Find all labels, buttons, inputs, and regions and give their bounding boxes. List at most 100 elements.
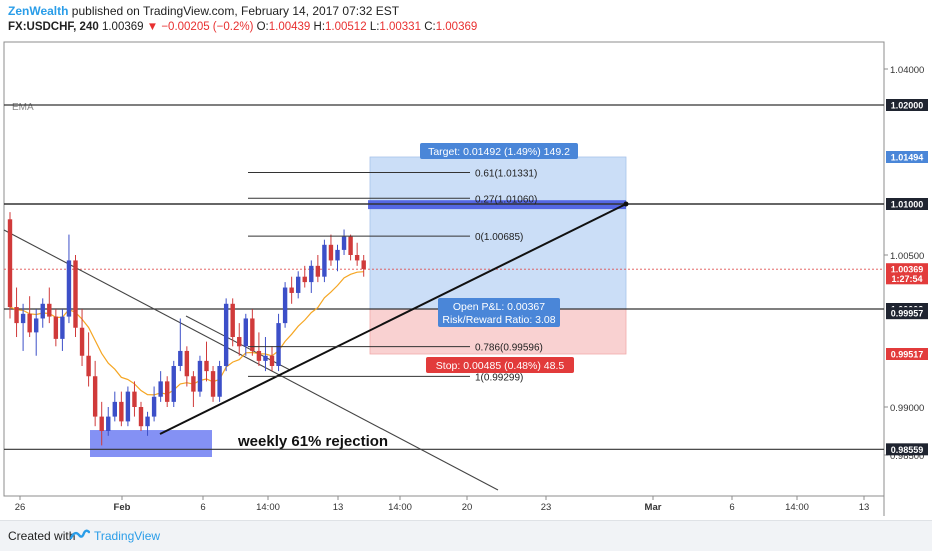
candle-body <box>112 401 117 417</box>
candle-body <box>165 381 170 402</box>
price-tag <box>886 151 928 163</box>
author-link[interactable]: ZenWealth <box>8 4 69 18</box>
fib-label: 1(0.99299) <box>475 372 523 383</box>
y-tick-label: 1.04000 <box>890 65 924 76</box>
symbol-label: FX:USDCHF, 240 <box>8 21 99 33</box>
x-tick-label: 14:00 <box>388 502 412 513</box>
close-value: 1.00369 <box>435 21 478 33</box>
x-tick-label: 14:00 <box>256 502 280 513</box>
rejection-annotation: weekly 61% rejection <box>237 433 388 450</box>
stop-label-box <box>426 357 574 373</box>
open-value: 1.00439 <box>268 21 311 33</box>
x-tick-label: Feb <box>114 502 131 513</box>
x-tick-label: 13 <box>859 502 870 513</box>
pnl-label-text: Open P&L: 0.00367 <box>453 301 545 313</box>
x-tick-label: 23 <box>541 502 552 513</box>
candle-body <box>184 350 190 377</box>
price-tag-label: 0.99517 <box>891 350 924 360</box>
price-tag-label: 0.99957 <box>891 309 924 319</box>
price-tag <box>886 348 928 360</box>
high-value: 1.00512 <box>325 21 367 33</box>
price-chart[interactable]: EMA 1.04000 1.00500 0.99000 0.98500 26 Feb 6 1… <box>0 40 932 520</box>
candle-body <box>34 318 39 333</box>
candle-body <box>315 265 321 277</box>
candle-body <box>40 303 45 319</box>
candle-body <box>223 303 229 366</box>
down-arrow-icon: ▼ <box>146 21 159 33</box>
x-tick-label: 6 <box>729 502 734 513</box>
price-tag-label: 1.01494 <box>891 153 924 163</box>
candle-body <box>106 416 111 431</box>
price-tag-label: 1:27:54 <box>891 274 922 284</box>
candle-body <box>217 365 222 397</box>
candles <box>7 212 366 446</box>
tradingview-link[interactable]: TradingView <box>94 529 161 543</box>
candle-body <box>354 255 360 261</box>
candle-body <box>197 360 203 392</box>
stop-label-text: Stop: 0.00485 (0.48%) 48.5 <box>436 360 565 372</box>
ema-label: EMA <box>12 102 34 113</box>
ascending-trendline <box>159 203 627 435</box>
x-tick-label: 26 <box>15 502 26 513</box>
low-value: 1.00331 <box>379 21 421 33</box>
price-tag <box>886 99 928 111</box>
candle-body <box>341 236 347 250</box>
price-tag-label: 1.00369 <box>891 265 924 275</box>
last-price: 1.00369 <box>101 21 144 33</box>
created-with-text: Created with <box>8 529 76 543</box>
candle-body <box>151 396 157 417</box>
y-tick-label: 0.98500 <box>890 451 924 462</box>
change-value: −0.00205 (−0.2%) <box>161 21 254 33</box>
candle-body <box>269 355 275 366</box>
candle-body <box>125 391 131 422</box>
target-label-box <box>420 143 578 159</box>
candle-body <box>99 416 104 431</box>
target-label-text: Target: 0.01492 (1.49%) 149.2 <box>428 146 570 158</box>
candle-body <box>145 416 150 427</box>
candle-body <box>73 260 78 328</box>
position-labels: Target: 0.01492 (1.49%) 149.2 Open P&L: 0… <box>420 143 578 373</box>
trendline-anchor <box>623 201 629 207</box>
candle-body <box>328 244 334 261</box>
fib-label: 0.786(0.99596) <box>475 343 543 354</box>
ohlc-line: FX:USDCHF, 240 1.00369 ▼ −0.00205 (−0.2%… <box>8 21 477 33</box>
x-tick-label: 14:00 <box>785 502 809 513</box>
candle-body <box>210 371 216 397</box>
x-tick-label: 20 <box>462 502 473 513</box>
candle-body <box>276 323 281 366</box>
fib-levels[interactable]: 0.61(1.01331) 0.27(1.01060) 0(1.00685) 0.78… <box>248 169 543 384</box>
x-axis[interactable]: 26 Feb 6 14:00 13 14:00 20 23 Mar 6 14:00 13 <box>15 496 870 513</box>
candle-body <box>92 376 98 417</box>
candle-body <box>256 350 262 361</box>
candle-body <box>119 401 124 422</box>
x-tick-label: Mar <box>645 502 662 513</box>
low-label: L: <box>369 21 380 33</box>
candle-body <box>289 287 294 293</box>
support-zone <box>90 430 212 457</box>
candle-body <box>237 337 242 347</box>
open-label: O: <box>256 21 269 33</box>
price-tag <box>886 272 928 285</box>
fib-label: 0.27(1.01060) <box>475 194 537 205</box>
price-tag <box>886 263 928 276</box>
candle-body <box>230 303 235 338</box>
x-tick-label: 6 <box>200 502 205 513</box>
candle-body <box>66 260 72 317</box>
candle-body <box>282 287 288 324</box>
price-labels: 1.020001.014941.010001.003691:27:541.000… <box>886 99 928 456</box>
candle-body <box>27 313 32 333</box>
candle-body <box>7 219 13 308</box>
y-tick-label: 1.00500 <box>890 251 924 262</box>
candle-body <box>322 244 327 277</box>
price-tag <box>886 443 928 456</box>
fib-label: 0(1.00685) <box>475 232 523 243</box>
candle-body <box>204 360 209 372</box>
pnl-label-text: Risk/Reward Ratio: 3.08 <box>442 314 555 326</box>
chart-header: ZenWealth published on TradingView.com, … <box>0 0 932 40</box>
candle-body <box>250 318 255 351</box>
candle-body <box>361 260 366 270</box>
descending-trendline <box>3 229 499 491</box>
pnl-label-box <box>438 298 560 327</box>
candle-body <box>243 318 248 347</box>
candle-body <box>20 313 26 324</box>
